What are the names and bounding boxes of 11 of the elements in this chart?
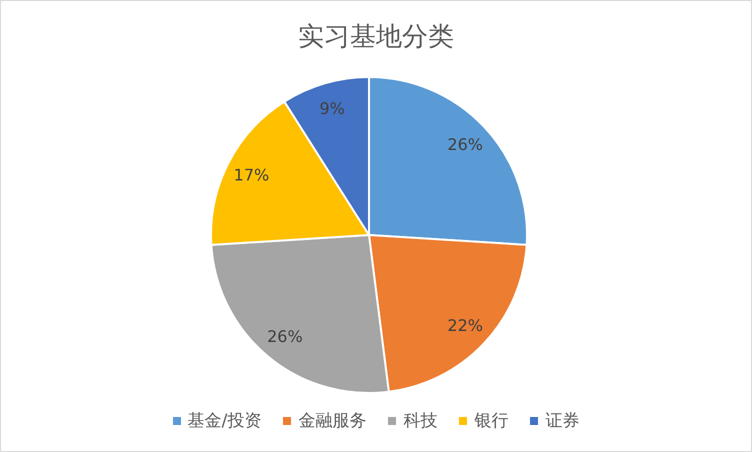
legend-label: 科技	[403, 410, 438, 432]
legend-label: 金融服务	[298, 410, 366, 432]
data-label: 26%	[447, 135, 483, 154]
data-label: 22%	[447, 316, 483, 335]
legend-label: 基金/投资	[188, 410, 262, 432]
data-label: 9%	[319, 98, 345, 118]
data-label: 26%	[267, 327, 303, 346]
legend-label: 证券	[545, 410, 580, 432]
data-label: 17%	[234, 166, 270, 185]
chart-title: 实习基地分类	[297, 21, 455, 54]
legend-label: 银行	[474, 410, 508, 432]
